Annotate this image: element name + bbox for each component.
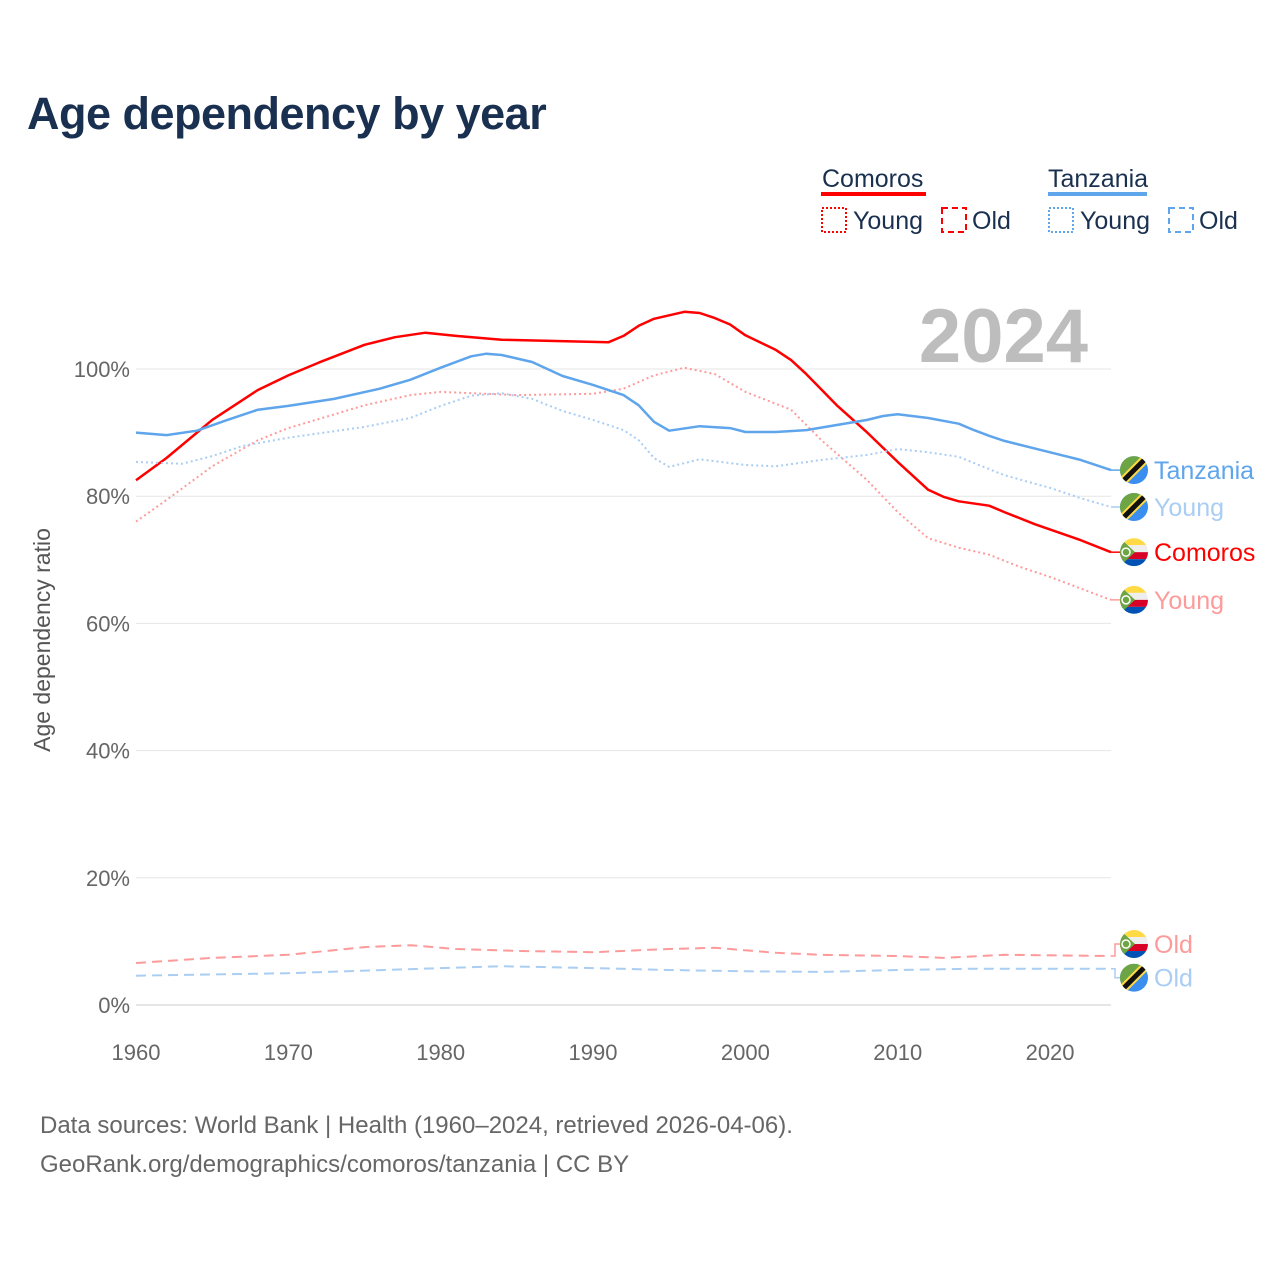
chart-title: Age dependency by year	[27, 88, 547, 139]
flag-stripe	[1120, 592, 1148, 600]
end-label-comoros-young: Young	[1154, 587, 1224, 615]
leader-line	[1111, 943, 1123, 957]
x-tick-label: 2020	[1026, 1040, 1075, 1065]
series-line-tanzania-young	[135, 392, 1112, 508]
flag-stripe	[1120, 545, 1148, 553]
series-lines	[135, 310, 1112, 977]
tanzania-flag-icon	[1120, 456, 1148, 485]
x-tick-label: 2010	[873, 1040, 922, 1065]
legend: Comoros Young Old Tanzania Young Old	[821, 165, 1238, 235]
footer: Data sources: World Bank | Health (1960–…	[40, 1106, 793, 1184]
leader-line	[1111, 967, 1123, 979]
flag-stripe	[1120, 606, 1148, 614]
y-tick-label: 100%	[74, 357, 130, 382]
flag-stripe	[1120, 559, 1148, 567]
flag-crescent	[1121, 547, 1131, 557]
legend-comoros-title[interactable]: Comoros	[822, 165, 923, 193]
flag-stripe	[1120, 944, 1148, 952]
comoros-flag-icon	[1120, 585, 1148, 614]
flag-crescent	[1121, 595, 1131, 605]
year-watermark: 2024	[919, 294, 1088, 379]
legend-comoros-young-swatch	[821, 207, 847, 233]
legend-tanzania-old-swatch	[1168, 207, 1194, 233]
legend-comoros-old-swatch	[941, 207, 967, 233]
comoros-flag-icon	[1120, 538, 1148, 567]
series-line-comoros	[135, 310, 1112, 554]
end-label-tanzania: Tanzania	[1154, 457, 1254, 485]
flag-stripe	[1120, 552, 1148, 560]
y-tick-label: 60%	[86, 611, 130, 636]
x-tick-label: 2000	[721, 1040, 770, 1065]
y-tick-label: 0%	[98, 993, 130, 1018]
end-label-tanzania-young: Young	[1154, 494, 1224, 522]
source-note: Data sources: World Bank | Health (1960–…	[40, 1112, 793, 1139]
end-label-comoros: Comoros	[1154, 539, 1255, 567]
series-line-comoros-young	[135, 366, 1112, 601]
x-tick-label: 1960	[112, 1040, 161, 1065]
x-tick-label: 1990	[569, 1040, 618, 1065]
end-label-comoros-old: Old	[1154, 931, 1193, 959]
y-tick-label: 20%	[86, 866, 130, 891]
y-axis-label: Age dependency ratio	[29, 528, 55, 752]
end-label-tanzania-old: Old	[1154, 965, 1193, 993]
flag-stripe	[1120, 951, 1148, 959]
flag-green	[1120, 930, 1135, 959]
x-tick-label: 1980	[416, 1040, 465, 1065]
gridlines: 0% 20% 40% 60% 80% 100% 1960 1970 1980 1990 2000 20…	[74, 357, 1111, 1065]
x-tick-label: 1970	[264, 1040, 313, 1065]
legend-tanzania-young-swatch	[1048, 207, 1074, 233]
y-tick-label: 40%	[86, 739, 130, 764]
series-line-tanzania	[135, 352, 1112, 472]
flag-stripe	[1120, 538, 1148, 546]
legend-tanzania-old[interactable]: Old	[1199, 207, 1238, 235]
legend-comoros-old[interactable]: Old	[972, 207, 1011, 235]
comoros-flag-icon	[1120, 930, 1148, 959]
flag-stripe	[1120, 930, 1148, 938]
series-line-comoros-old	[135, 944, 1112, 964]
flag-crescent	[1121, 939, 1131, 949]
flag-stripe	[1120, 937, 1148, 945]
y-tick-label: 80%	[86, 484, 130, 509]
tanzania-flag-icon	[1120, 493, 1148, 522]
legend-tanzania-young[interactable]: Young	[1080, 207, 1150, 235]
flag-green	[1120, 538, 1135, 567]
legend-comoros-underline	[821, 192, 926, 196]
flag-stripe	[1120, 585, 1148, 593]
flag-stripe	[1120, 599, 1148, 607]
tanzania-flag-icon	[1120, 963, 1148, 992]
attribution-link[interactable]: GeoRank.org/demographics/comoros/tanzani…	[40, 1151, 630, 1178]
series-line-tanzania-old	[135, 965, 1111, 977]
legend-tanzania-title[interactable]: Tanzania	[1048, 165, 1148, 193]
end-labels: Comoros Young Old Tanzania Young Old	[1111, 456, 1255, 993]
legend-tanzania-underline	[1048, 192, 1147, 196]
flag-green	[1120, 585, 1135, 614]
legend-comoros-young[interactable]: Young	[853, 207, 923, 235]
